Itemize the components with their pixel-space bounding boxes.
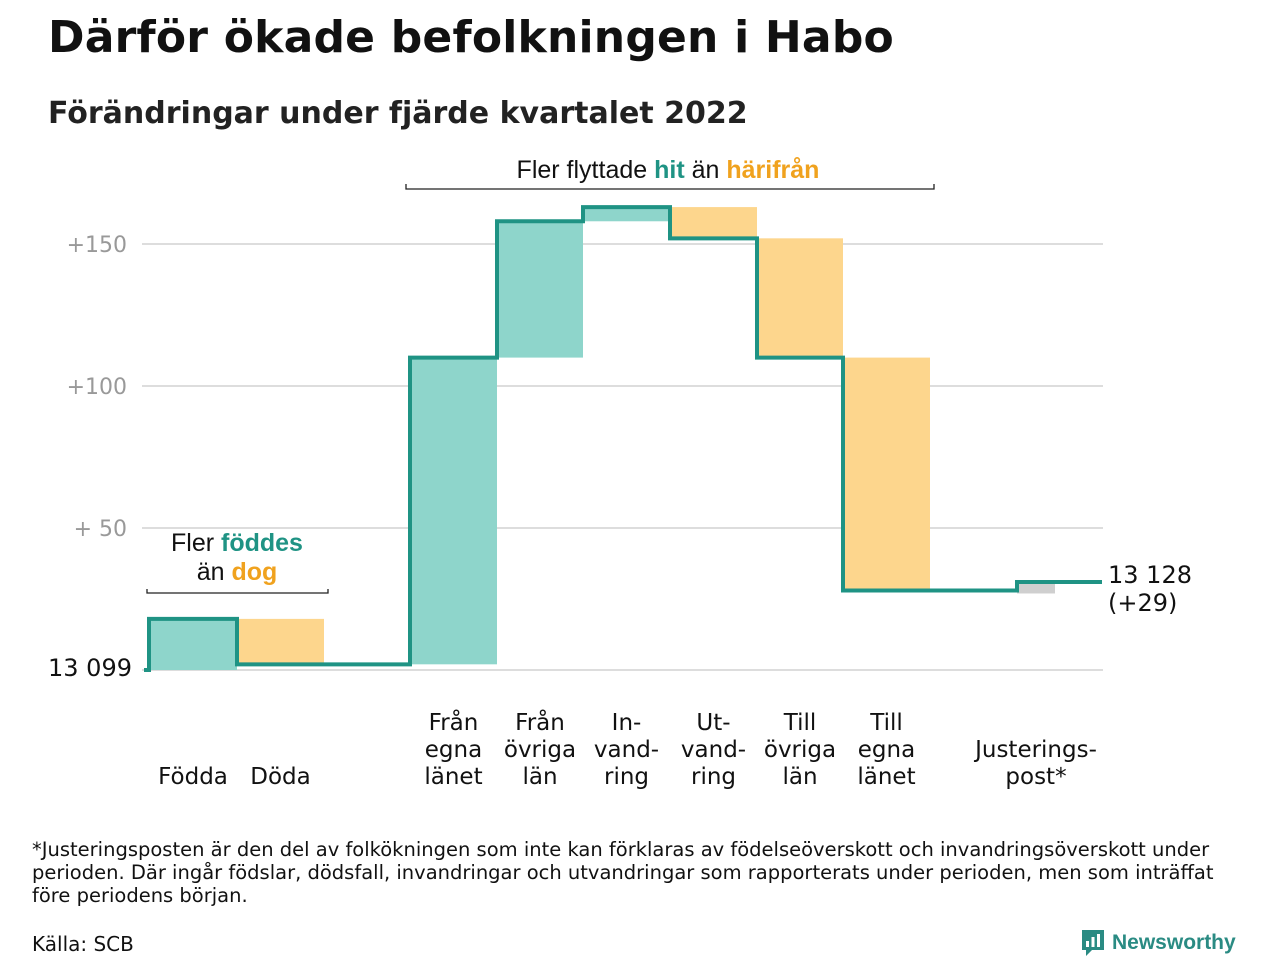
category-label-utvandring: vand- [681,737,746,763]
category-label-doda: Döda [250,764,310,790]
moves-bracket [405,184,935,190]
category-label-justering: post* [1005,764,1066,790]
bar-till_egna [843,357,930,591]
moves-annotation-mid: än [685,156,727,184]
category-label-till_ovriga: Till [783,710,817,736]
bar-justering [1017,581,1055,594]
bar-invandring [583,207,670,222]
bar-fran_ovriga [497,221,583,358]
births-bracket [146,589,329,594]
births-annotation-prefix-2: än [197,558,232,586]
births-annotation-emphasis-2: dog [231,558,277,586]
waterfall-chart: + 50+100+150 Födda DödaFrånegnalänetFrånö… [48,156,1192,790]
running-total-line [144,205,1102,672]
category-label-utvandring: Ut- [696,710,730,736]
category-label-fran_egna: länet [424,764,482,790]
y-tick-labels: + 50 +100 +150 [67,233,127,542]
bar-utvandring [670,207,757,239]
category-label-justering: Justerings- [973,737,1097,763]
start-value-label: 13 099 [48,654,132,682]
category-label-invandring: In- [612,710,642,736]
category-label-utvandring: ring [691,764,736,790]
y-tick-label: +150 [67,233,127,258]
chart-title: Därför ökade befolkningen i Habo [48,12,894,63]
y-tick-label: + 50 [74,517,127,542]
category-label-fran_ovriga: Från [515,708,565,736]
footnote: *Justeringsposten är den del av folkökni… [32,838,1214,907]
bar-till_ovriga [757,238,843,358]
category-label-till_egna: Till [869,710,903,736]
category-label-fran_egna: Från [429,708,479,736]
newsworthy-logo-icon [1082,930,1104,956]
category-label-fodda: Födda [158,764,228,790]
bars [149,207,1055,670]
moves-annotation: Fler flyttade hit än härifrån [405,156,935,190]
category-label-fran_egna: egna [425,737,482,763]
category-label-till_ovriga: län [782,764,817,790]
births-annotation: Fler föddes än dog [146,529,329,594]
end-value-label: 13 128 [1108,561,1192,589]
bar-fodda [149,618,237,670]
svg-text:än dog: än dog [197,558,278,586]
category-label-fran_ovriga: län [522,764,557,790]
running-total-line [144,205,1102,672]
source-label: Källa: SCB [32,932,134,956]
moves-annotation-hit: hit [654,156,685,184]
category-labels: Födda DödaFrånegnalänetFrånövrigalänIn-va… [158,708,1097,790]
grid-lines [142,243,1103,671]
category-label-till_egna: egna [858,737,915,763]
births-annotation-prefix: Fler [171,529,221,557]
svg-text:Fler föddes: Fler föddes [171,529,303,557]
category-label-till_egna: länet [857,764,915,790]
category-label-fran_ovriga: övriga [504,737,576,763]
y-tick-label: +100 [67,375,127,400]
brand-name: Newsworthy [1112,931,1236,954]
category-label-invandring: ring [604,764,649,790]
moves-annotation-harifran: härifrån [726,156,819,184]
bar-fran_egna [410,357,497,665]
bar-doda [237,618,324,665]
chart-subtitle: Förändringar under fjärde kvartalet 2022 [48,96,748,131]
births-annotation-emphasis: föddes [221,529,303,557]
category-label-invandring: vand- [594,737,659,763]
category-label-till_ovriga: övriga [764,737,836,763]
end-change-label: (+29) [1108,589,1177,617]
svg-text:Fler flyttade hit än härifrån: Fler flyttade hit än härifrån [517,156,820,184]
moves-annotation-prefix: Fler flyttade [517,156,655,184]
brand-logo: Newsworthy [1080,928,1236,958]
